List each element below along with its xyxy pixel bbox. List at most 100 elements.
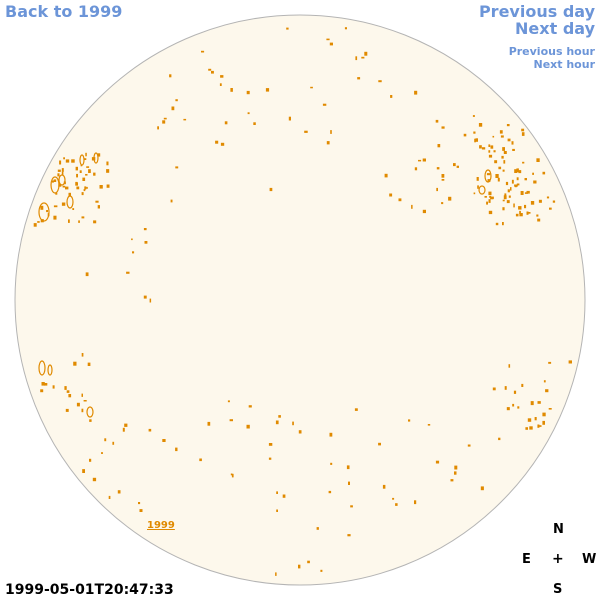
contour-speck: [543, 380, 546, 383]
contour-speck: [516, 177, 519, 181]
contour-speck: [46, 210, 48, 213]
contour-speck: [517, 406, 520, 409]
contour-speck: [230, 473, 233, 476]
contour-speck: [530, 201, 535, 205]
next-day-link[interactable]: Next day: [515, 19, 595, 38]
contour-speck: [441, 202, 444, 205]
contour-speck: [436, 167, 440, 170]
contour-speck: [326, 38, 330, 41]
contour-speck: [454, 465, 458, 470]
contour-speck: [95, 200, 99, 203]
contour-speck: [524, 178, 527, 181]
contour-speck: [163, 117, 167, 120]
contour-speck: [224, 121, 228, 125]
contour-speck: [93, 172, 96, 176]
contour-speck: [502, 199, 505, 202]
contour-speck: [537, 218, 541, 222]
contour-speck: [86, 186, 88, 189]
contour-speck: [73, 361, 77, 366]
contour-specks: [33, 27, 572, 576]
contour-speck: [498, 437, 501, 441]
contour-speck: [82, 177, 86, 181]
contour-speck: [328, 490, 332, 494]
contour-speck: [494, 160, 498, 164]
previous-hour-link[interactable]: Previous hour: [508, 45, 595, 58]
contour-speck: [348, 481, 350, 485]
contour-speck: [229, 419, 233, 422]
contour-speck: [354, 408, 358, 411]
contour-speck: [278, 415, 281, 418]
contour-speck: [65, 408, 69, 412]
contour-speck: [504, 386, 507, 390]
contour-speck: [549, 207, 552, 210]
contour-speck: [532, 172, 534, 175]
contour-speck: [435, 119, 439, 123]
contour-speck: [59, 160, 62, 165]
contour-speck: [330, 130, 332, 134]
contour-speck: [124, 423, 128, 427]
contour-speck: [525, 427, 528, 430]
contour-speck: [411, 204, 413, 209]
contour-speck: [524, 204, 527, 209]
previous-day-link[interactable]: Previous day: [478, 2, 595, 21]
contour-speck: [201, 50, 205, 53]
contour-speck: [513, 390, 517, 394]
contour-speck: [219, 83, 222, 86]
contour-speck: [85, 152, 87, 157]
contour-speck: [467, 444, 471, 447]
contour-speck: [275, 572, 277, 576]
contour-speck: [170, 199, 173, 203]
compass-east: E: [522, 552, 531, 567]
contour-speck: [414, 167, 418, 171]
contour-speck: [378, 442, 381, 446]
contour-speck: [502, 147, 505, 151]
contour-speck: [506, 200, 510, 204]
contour-speck: [503, 195, 507, 200]
contour-speck: [437, 144, 441, 148]
contour-speck: [521, 383, 524, 387]
contour-loop: [38, 360, 46, 376]
contour-speck: [40, 389, 44, 393]
contour-speck: [62, 185, 66, 188]
contour-speck: [93, 220, 97, 224]
contour-speck: [519, 210, 521, 214]
contour-speck: [75, 166, 78, 171]
contour-speck: [390, 95, 393, 98]
contour-speck: [473, 192, 476, 195]
contour-speck: [497, 177, 500, 182]
contour-speck: [503, 160, 506, 164]
next-hour-link[interactable]: Next hour: [533, 58, 596, 71]
contour-speck: [268, 443, 273, 446]
contour-speck: [88, 169, 91, 173]
back-to-year-link[interactable]: Back to 1999: [5, 2, 123, 21]
contour-speck: [488, 154, 493, 158]
contour-speck: [378, 80, 382, 83]
contour-speck: [508, 195, 511, 198]
contour-speck: [389, 193, 393, 197]
contour-speck: [418, 159, 422, 162]
contour-speck: [276, 509, 278, 512]
contour-speck: [486, 201, 488, 205]
contour-speck: [307, 560, 310, 564]
contour-speck: [408, 419, 411, 422]
contour-speck: [138, 502, 141, 505]
compass-center-icon: +: [552, 551, 564, 567]
contour-speck: [89, 458, 92, 462]
contour-loop: [47, 364, 53, 376]
contour-speck: [533, 180, 537, 184]
contour-speck: [85, 272, 89, 277]
contour-speck: [63, 157, 65, 160]
contour-speck: [552, 200, 556, 203]
contour-speck: [488, 210, 493, 215]
contour-speck: [149, 298, 152, 303]
contour-speck: [183, 118, 187, 121]
contour-speck: [53, 205, 58, 208]
year-marker-link[interactable]: 1999: [147, 520, 175, 531]
contour-speck: [382, 484, 386, 489]
contour-speck: [104, 438, 107, 442]
contour-speck: [453, 163, 456, 167]
contour-speck: [282, 494, 286, 498]
contour-speck: [536, 158, 540, 162]
contour-speck: [175, 166, 179, 169]
solar-disk: [14, 14, 586, 586]
